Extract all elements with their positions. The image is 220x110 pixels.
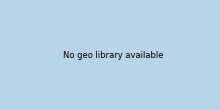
Text: No geo library available: No geo library available	[62, 51, 163, 60]
